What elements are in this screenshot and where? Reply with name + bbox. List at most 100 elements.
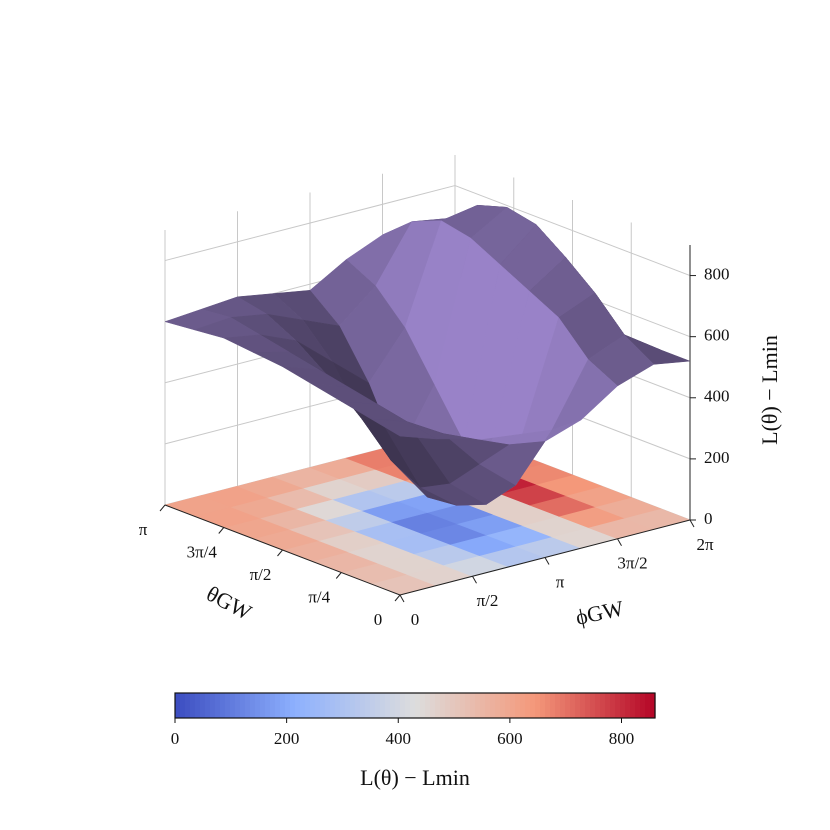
colorbar-swatch [215,693,221,718]
colorbar-tick-label: 0 [171,729,180,748]
colorbar-swatch [540,693,546,718]
colorbar-swatch [590,693,596,718]
colorbar-swatch [340,693,346,718]
colorbar-swatch [445,693,451,718]
colorbar-swatch [580,693,586,718]
colorbar-swatch [225,693,231,718]
colorbar-swatch [520,693,526,718]
colorbar-swatch [285,693,291,718]
colorbar-swatch [290,693,296,718]
colorbar-swatch [255,693,261,718]
colorbar-swatch [360,693,366,718]
colorbar-tick-label: 600 [497,729,523,748]
z-tick-label: 600 [704,326,730,345]
colorbar-swatch [230,693,236,718]
colorbar-swatch [260,693,266,718]
z-tick-label: 0 [704,509,713,528]
colorbar-label: L(θ) − Lmin [360,765,470,790]
y-tick [544,557,550,565]
y-tick [617,538,622,546]
x-tick [159,504,166,512]
colorbar-swatch [385,693,391,718]
colorbar-tick-label: 800 [609,729,635,748]
colorbar-swatch [515,693,521,718]
colorbar-swatch [425,693,431,718]
colorbar-swatch [220,693,226,718]
colorbar-swatch [460,693,466,718]
colorbar-swatch [620,693,626,718]
colorbar-swatch [450,693,456,718]
colorbar-swatch [320,693,326,718]
colorbar-swatch [570,693,576,718]
colorbar-swatch [480,693,486,718]
colorbar-swatch [530,693,536,718]
colorbar-swatch [350,693,356,718]
colorbar-swatch [400,693,406,718]
colorbar-swatch [545,693,551,718]
y-tick-label: 2π [696,535,714,554]
x-tick-label: 0 [374,610,383,629]
colorbar-swatch [240,693,246,718]
colorbar-swatch [380,693,386,718]
colorbar-swatch [465,693,471,718]
z-tick-label: 400 [704,387,730,406]
colorbar-swatch [430,693,436,718]
colorbar-swatch [650,693,656,718]
x-tick [277,549,283,557]
colorbar-swatch [605,693,611,718]
colorbar-swatch [235,693,241,718]
colorbar-swatch [205,693,211,718]
colorbar-swatch [200,693,206,718]
colorbar-swatch [495,693,501,718]
colorbar-swatch [490,693,496,718]
colorbar-swatch [415,693,421,718]
y-tick [472,576,477,584]
colorbar-swatch [395,693,401,718]
colorbar-swatch [635,693,641,718]
colorbar-swatch [315,693,321,718]
colorbar-swatch [175,693,181,718]
colorbar-swatch [535,693,541,718]
colorbar-frame [174,692,656,719]
colorbar-swatch [300,693,306,718]
y-tick-label: π/2 [477,591,499,610]
colorbar-swatch [610,693,616,718]
y-tick-label: 3π/2 [617,554,647,573]
z-tick-label: 200 [704,448,730,467]
colorbar-swatch [375,693,381,718]
colorbar-swatch [335,693,341,718]
y-tick-label: π [556,572,565,591]
colorbar-swatch [390,693,396,718]
colorbar-swatch [575,693,581,718]
colorbar-swatch [365,693,371,718]
colorbar-swatch [195,693,201,718]
colorbar-swatch [615,693,621,718]
colorbar-swatch [485,693,491,718]
colorbar-tick-label: 200 [274,729,300,748]
colorbar-swatch [370,693,376,718]
colorbar-swatch [505,693,511,718]
colorbar-swatch [250,693,256,718]
colorbar-swatch [330,693,336,718]
colorbar-swatch [435,693,441,718]
x-tick [335,572,342,579]
x-tick-label: π/4 [308,587,330,606]
colorbar-swatch [410,693,416,718]
y-tick [399,594,405,603]
colorbar-swatch [420,693,426,718]
x-tick-label: π/2 [250,565,272,584]
colorbar-swatch [455,693,461,718]
colorbar-swatch [510,693,516,718]
surface-cell [370,418,437,440]
z-tick-label: 800 [704,264,730,283]
y-tick [689,519,695,528]
colorbar-swatch [280,693,286,718]
colorbar-swatch [265,693,271,718]
x-tick-label: 3π/4 [187,542,218,561]
colorbar-swatch [440,693,446,718]
colorbar-swatch [500,693,506,718]
colorbar-swatch [585,693,591,718]
colorbar-swatch [345,693,351,718]
colorbar-swatch [555,693,561,718]
